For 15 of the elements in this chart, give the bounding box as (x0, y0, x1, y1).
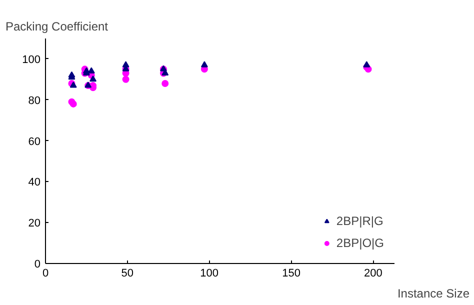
y-axis-title: Packing Coefficient (6, 20, 109, 34)
x-tick-label: 0 (42, 268, 49, 280)
x-axis-title: Instance Size (397, 286, 470, 300)
y-tick-label: 60 (28, 136, 41, 148)
y-tick-label: 20 (28, 218, 41, 230)
x-tick-label: 150 (282, 268, 300, 280)
y-tick-label: 100 (22, 54, 41, 66)
x-tick-label: 50 (121, 268, 134, 280)
y-tick-label: 0 (34, 258, 41, 270)
legend-label: 2BP|R|G (336, 214, 384, 228)
legend-label: 2BP|O|G (336, 236, 384, 250)
x-tick-label: 100 (200, 268, 219, 280)
y-tick-label: 80 (28, 94, 41, 107)
y-tick-label: 40 (28, 176, 41, 189)
x-tick-label: 200 (364, 268, 382, 280)
